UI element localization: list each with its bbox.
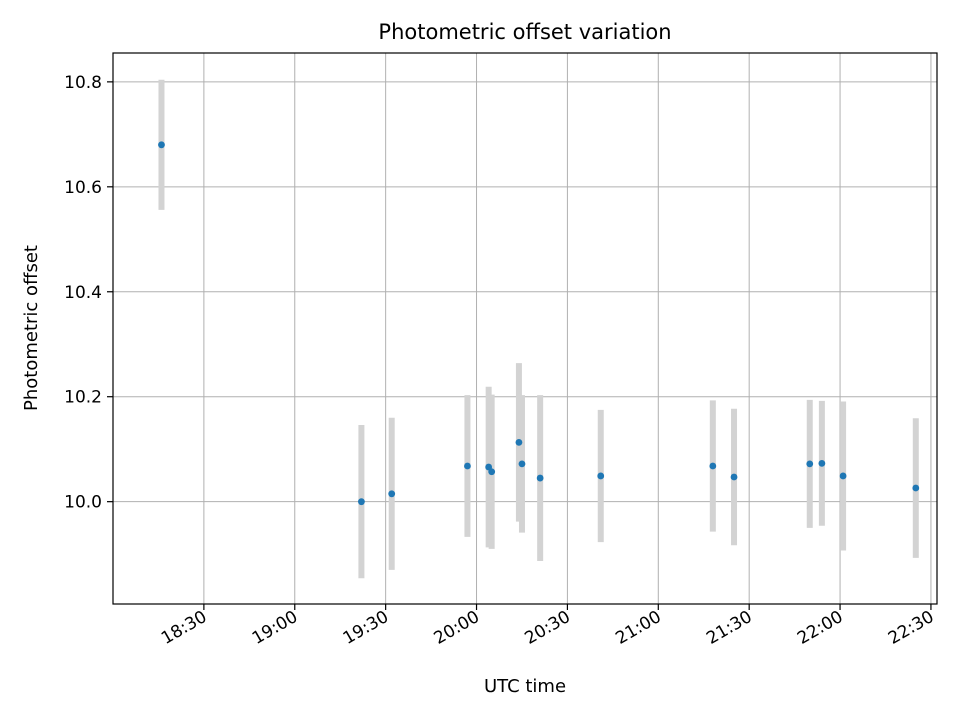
- plot-frame: [112, 52, 938, 605]
- data-point: [464, 462, 471, 470]
- data-point: [158, 141, 165, 149]
- x-axis-label: UTC time: [484, 676, 566, 697]
- data-point: [358, 498, 365, 506]
- data-point: [806, 460, 814, 468]
- data-point: [709, 462, 717, 470]
- y-tick-label: 10.0: [64, 493, 102, 513]
- data-point: [488, 468, 496, 476]
- grid: [113, 53, 937, 604]
- y-axis-label: Photometric offset: [21, 245, 42, 411]
- data-point: [912, 484, 920, 492]
- data-point: [597, 472, 605, 480]
- data-point: [536, 474, 544, 482]
- y-tick-label: 10.8: [64, 73, 102, 93]
- y-tick-label: 10.4: [64, 283, 102, 303]
- data-point: [388, 490, 396, 498]
- chart-title: Photometric offset variation: [378, 20, 671, 44]
- data-point: [839, 472, 847, 480]
- y-tick-label: 10.6: [64, 178, 102, 198]
- data-point: [818, 459, 826, 467]
- data-point: [515, 438, 523, 446]
- y-axis-ticks: 10.0 10.2 10.4 10.6 10.8: [64, 73, 113, 513]
- data-point: [730, 473, 738, 481]
- y-tick-label: 10.2: [64, 388, 102, 408]
- data-markers: [158, 141, 920, 506]
- data-point: [518, 460, 526, 468]
